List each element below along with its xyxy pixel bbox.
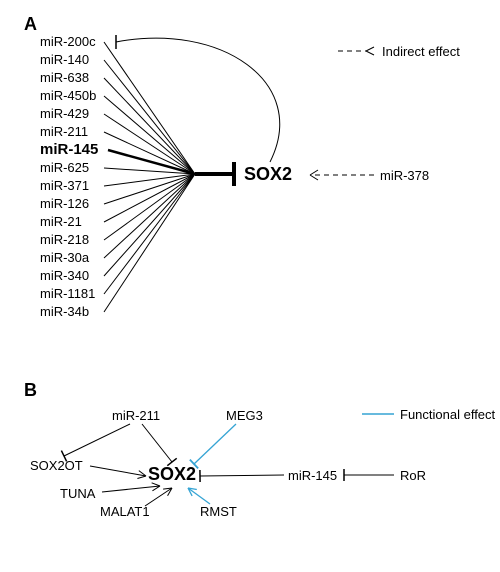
mirna-edge bbox=[104, 174, 195, 258]
mirna-label: miR-34b bbox=[40, 304, 89, 319]
arrowhead bbox=[366, 51, 374, 55]
sox2-label-a: SOX2 bbox=[244, 164, 292, 184]
mirna-label: miR-140 bbox=[40, 52, 89, 67]
edge bbox=[64, 424, 130, 456]
mirna-edge bbox=[104, 114, 195, 174]
node-rmst: RMST bbox=[200, 504, 237, 519]
node-tuna: TUNA bbox=[60, 486, 96, 501]
mir378-label: miR-378 bbox=[380, 168, 429, 183]
mirna-edge bbox=[104, 174, 195, 294]
edge bbox=[200, 475, 284, 476]
edge bbox=[145, 488, 172, 506]
mirna-label: miR-30a bbox=[40, 250, 90, 265]
mirna-label: miR-450b bbox=[40, 88, 96, 103]
sox2-label-b: SOX2 bbox=[148, 464, 196, 484]
mirna-label: miR-625 bbox=[40, 160, 89, 175]
mirna-edge bbox=[104, 174, 195, 312]
edge bbox=[188, 488, 210, 504]
panel-b-label: B bbox=[24, 380, 37, 400]
arrowhead bbox=[366, 47, 374, 51]
legend-a-label: Indirect effect bbox=[382, 44, 460, 59]
mirna-edge bbox=[104, 78, 195, 174]
mirna-label: miR-218 bbox=[40, 232, 89, 247]
mirna-edge bbox=[104, 174, 195, 222]
mirna-label: miR-126 bbox=[40, 196, 89, 211]
mirna-label: miR-1181 bbox=[40, 286, 95, 301]
mirna-label: miR-211 bbox=[40, 124, 88, 139]
edge bbox=[194, 424, 236, 464]
node-ror: RoR bbox=[400, 468, 426, 483]
panel-a-label: A bbox=[24, 14, 37, 34]
edge bbox=[102, 486, 160, 492]
arrowhead bbox=[310, 170, 318, 175]
mirna-label: miR-145 bbox=[40, 141, 98, 158]
node-mir211: miR-211 bbox=[112, 408, 160, 423]
legend-b-label: Functional effect bbox=[400, 407, 496, 422]
mirna-label: miR-200c bbox=[40, 34, 96, 49]
node-malat1: MALAT1 bbox=[100, 504, 150, 519]
feedback-curve bbox=[116, 38, 280, 162]
arrowhead bbox=[310, 175, 318, 180]
mirna-label: miR-429 bbox=[40, 106, 89, 121]
mirna-label: miR-340 bbox=[40, 268, 89, 283]
mirna-label: miR-371 bbox=[40, 178, 89, 193]
node-sox2ot: SOX2OT bbox=[30, 458, 83, 473]
mirna-label: miR-638 bbox=[40, 70, 89, 85]
node-meg3: MEG3 bbox=[226, 408, 263, 423]
edge bbox=[90, 466, 146, 476]
arrowhead bbox=[137, 476, 146, 479]
node-mir145: miR-145 bbox=[288, 468, 337, 483]
edge bbox=[142, 424, 172, 462]
mirna-edge bbox=[104, 60, 195, 174]
mirna-label: miR-21 bbox=[40, 214, 82, 229]
